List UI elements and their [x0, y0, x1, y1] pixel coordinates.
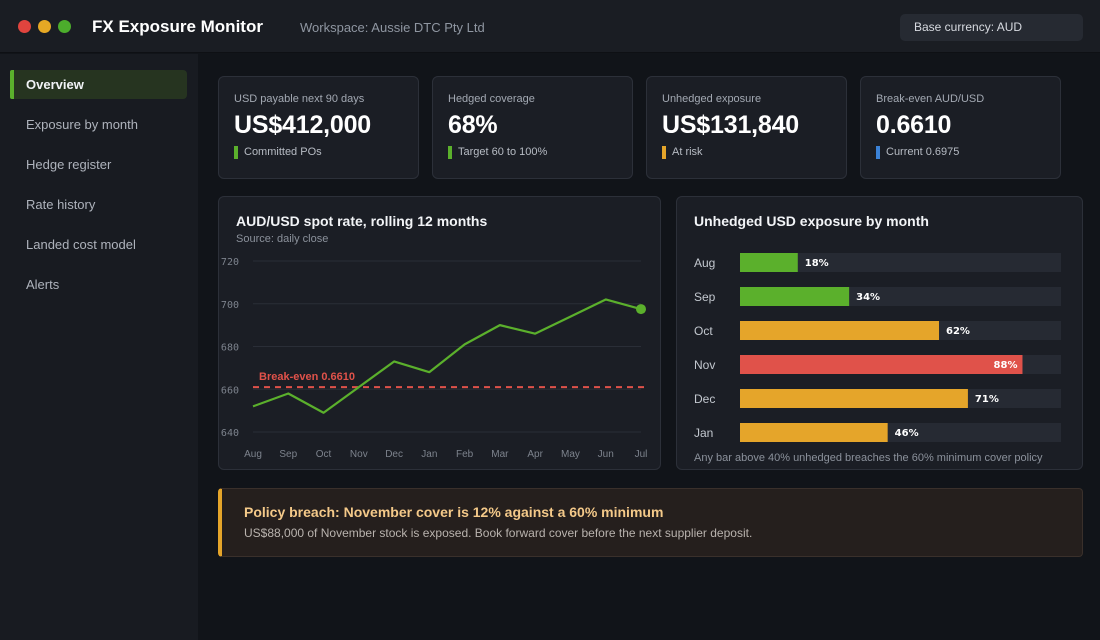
- bar-value-label: 46%: [895, 428, 919, 439]
- status-marker: [662, 146, 666, 159]
- bar-category-label: Dec: [694, 392, 715, 406]
- bar-value-label: 18%: [805, 258, 829, 269]
- kpi-note-text: Current 0.6975: [886, 146, 960, 158]
- chart-footnote: Any bar above 40% unhedged breaches the …: [694, 452, 1043, 464]
- exposure-bar-chart: Aug 18% Sep 34% Oct 62% Nov 88% Dec 71% Jan 46%: [694, 253, 1061, 442]
- y-tick-label: 0.660: [219, 385, 239, 396]
- y-tick-label: 0.720: [219, 257, 239, 268]
- kpi-card-hedged-coverage: Hedged coverage 68% Target 60 to 100%: [432, 76, 633, 179]
- kpi-note-text: Committed POs: [244, 146, 322, 158]
- kpi-card-unhedged-exposure: Unhedged exposure US$131,840 At risk: [646, 76, 847, 179]
- title-bar: FX Exposure Monitor Workspace: Aussie DT…: [0, 0, 1100, 53]
- status-marker: [448, 146, 452, 159]
- exposure-bar: [740, 423, 888, 442]
- exposure-bar: [740, 389, 968, 408]
- kpi-note-text: Target 60 to 100%: [458, 146, 548, 158]
- app-title: FX Exposure Monitor: [92, 17, 263, 36]
- sidebar-item-landed-cost-model[interactable]: Landed cost model: [26, 237, 136, 252]
- exposure-by-month-panel: Unhedged USD exposure by month Aug 18% Sep…: [676, 196, 1083, 470]
- sidebar-item-exposure-by-month[interactable]: Exposure by month: [26, 117, 139, 132]
- alert-text: US$88,000 of November stock is exposed. …: [244, 526, 753, 540]
- bar-track: [740, 253, 1061, 272]
- policy-breach-alert: Policy breach: November cover is 12% aga…: [218, 488, 1083, 557]
- kpi-card-usd-payable: USD payable next 90 days US$412,000 Comm…: [218, 76, 419, 179]
- status-marker: [234, 146, 238, 159]
- kpi-value: US$412,000: [234, 111, 372, 139]
- x-tick-label: Oct: [316, 449, 332, 460]
- x-tick-label: Jun: [598, 449, 614, 460]
- kpi-label: Break-even AUD/USD: [876, 93, 985, 105]
- sidebar-item-rate-history[interactable]: Rate history: [26, 197, 96, 212]
- bar-category-label: Oct: [694, 324, 713, 338]
- sidebar-item-hedge-register[interactable]: Hedge register: [26, 157, 112, 172]
- sidebar: Overview Exposure by month Hedge registe…: [0, 54, 198, 640]
- y-tick-label: 0.640: [219, 428, 239, 439]
- bar-category-label: Nov: [694, 358, 715, 372]
- kpi-label: Hedged coverage: [448, 93, 535, 105]
- kpi-note: Current 0.6975: [876, 146, 1045, 159]
- x-tick-label: Jul: [635, 449, 648, 460]
- exposure-bar: [740, 355, 1023, 374]
- bar-value-label: 62%: [946, 326, 970, 337]
- kpi-note: Committed POs: [234, 146, 403, 159]
- bar-category-label: Aug: [694, 256, 715, 270]
- exposure-bar: [740, 287, 850, 306]
- bar-category-label: Sep: [694, 290, 716, 304]
- break-even-label: Break-even 0.6610: [259, 371, 355, 383]
- status-marker: [876, 146, 880, 159]
- kpi-value: US$131,840: [662, 111, 800, 139]
- exposure-bar: [740, 253, 798, 272]
- kpi-card-break-even: Break-even AUD/USD 0.6610 Current 0.6975: [860, 76, 1061, 179]
- current-rate-point: [636, 304, 646, 315]
- bar-value-label: 88%: [994, 360, 1018, 371]
- panel-title: AUD/USD spot rate, rolling 12 months: [236, 213, 488, 229]
- kpi-label: USD payable next 90 days: [234, 93, 365, 105]
- x-tick-label: Apr: [527, 449, 543, 460]
- close-window-button[interactable]: [18, 20, 31, 33]
- bar-value-label: 34%: [856, 292, 880, 303]
- bar-category-label: Jan: [694, 426, 713, 440]
- spot-rate-series-line: [252, 298, 642, 414]
- x-tick-label: Feb: [456, 449, 474, 460]
- maximize-window-button[interactable]: [58, 20, 71, 33]
- kpi-note: At risk: [662, 146, 831, 159]
- x-tick-label: Jan: [421, 449, 437, 460]
- panel-subtitle: Source: daily close: [236, 233, 329, 245]
- y-tick-label: 0.700: [219, 300, 239, 311]
- x-tick-label: May: [561, 449, 580, 460]
- workspace-label: Workspace: Aussie DTC Pty Ltd: [300, 20, 485, 35]
- sidebar-item-overview[interactable]: Overview: [10, 70, 187, 99]
- panel-title: Unhedged USD exposure by month: [694, 213, 929, 229]
- x-tick-label: Sep: [279, 449, 297, 460]
- x-tick-label: Mar: [491, 449, 509, 460]
- minimize-window-button[interactable]: [38, 20, 51, 33]
- kpi-note: Target 60 to 100%: [448, 146, 617, 159]
- spot-rate-panel: AUD/USD spot rate, rolling 12 months Sou…: [218, 196, 661, 470]
- bar-value-label: 71%: [975, 394, 999, 405]
- x-tick-label: Aug: [244, 449, 262, 460]
- x-tick-label: Nov: [350, 449, 368, 460]
- alert-title: Policy breach: November cover is 12% aga…: [244, 504, 664, 520]
- x-tick-label: Dec: [385, 449, 403, 460]
- exposure-bar: [740, 321, 940, 340]
- sidebar-item-alerts[interactable]: Alerts: [26, 277, 60, 292]
- kpi-value: 0.6610: [876, 111, 952, 139]
- kpi-label: Unhedged exposure: [662, 93, 762, 105]
- base-currency-selector[interactable]: Base currency: AUD: [900, 14, 1083, 41]
- spot-rate-line-chart: 0.720 0.700 0.680 0.660 0.640 Aug Sep Oct Nov Dec…: [219, 257, 648, 460]
- kpi-note-text: At risk: [672, 146, 703, 158]
- y-tick-label: 0.680: [219, 343, 239, 354]
- kpi-value: 68%: [448, 111, 498, 139]
